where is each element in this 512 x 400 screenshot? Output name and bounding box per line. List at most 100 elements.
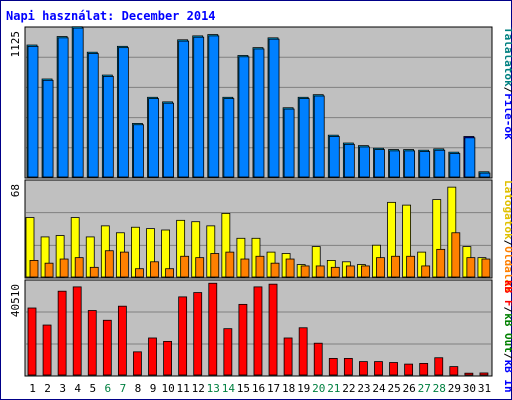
legend-item: Találatok <box>502 27 512 87</box>
bar-middle-oldalak-23 <box>361 265 370 278</box>
bar-top-fileok-13 <box>208 35 220 178</box>
x-tick-label-13: 13 <box>207 382 220 395</box>
x-tick-label-24: 24 <box>372 382 386 395</box>
bar-bottom-kbf-5 <box>87 310 97 376</box>
bar-top-fileok-16 <box>253 48 265 178</box>
x-tick-label-18: 18 <box>282 382 295 395</box>
bar-middle-oldalak-18 <box>285 258 295 278</box>
bar-middle-oldalak-13 <box>210 253 220 278</box>
bar-bottom-kbf-9 <box>148 337 157 376</box>
bar-top-fileok-23 <box>359 146 370 178</box>
bar-middle-oldalak-4 <box>74 257 84 278</box>
bar-middle-oldalak-6 <box>104 250 114 278</box>
legend-item: / <box>502 307 512 314</box>
bar-top-fileok-7 <box>117 47 129 178</box>
legend-item: File-ok <box>502 93 512 140</box>
bar-middle-oldalak-26 <box>406 255 416 278</box>
bar-middle-oldalak-15 <box>240 258 250 278</box>
bar-middle-oldalak-29 <box>451 232 461 278</box>
bar-top-fileok-22 <box>343 143 355 178</box>
bar-bottom-kbf-14 <box>223 328 233 376</box>
x-tick-label-8: 8 <box>135 382 142 395</box>
x-tick-label-14: 14 <box>222 382 236 395</box>
bar-middle-oldalak-27 <box>421 265 431 278</box>
chart-title: Napi használat: December 2014 <box>6 9 216 23</box>
bar-bottom-kbf-10 <box>163 340 172 376</box>
x-tick-label-22: 22 <box>342 382 355 395</box>
bar-top-fileok-4 <box>72 27 84 178</box>
bar-top-fileok-14 <box>223 98 235 178</box>
y-axis-max-label: 40510 <box>9 284 22 317</box>
bar-middle-oldalak-12 <box>195 257 205 278</box>
x-tick-label-25: 25 <box>387 382 400 395</box>
bar-middle-oldalak-21 <box>330 266 340 278</box>
x-tick-label-17: 17 <box>267 382 280 395</box>
bar-bottom-kbf-12 <box>193 292 203 376</box>
bar-top-fileok-15 <box>238 56 250 178</box>
legend-item: / <box>502 240 512 247</box>
bar-middle-oldalak-16 <box>255 255 265 278</box>
x-tick-label-29: 29 <box>448 382 461 395</box>
bar-bottom-kbf-8 <box>133 351 142 376</box>
bar-bottom-kbf-3 <box>57 290 67 376</box>
bar-top-fileok-19 <box>298 98 310 178</box>
bar-top-fileok-29 <box>449 153 461 178</box>
bar-top-fileok-3 <box>57 37 69 178</box>
x-tick-label-16: 16 <box>252 382 265 395</box>
bar-top-fileok-17 <box>268 38 280 178</box>
bar-middle-oldalak-3 <box>59 258 69 278</box>
bar-top-fileok-8 <box>133 124 144 178</box>
bar-bottom-kbf-30 <box>464 372 474 376</box>
y-axis-max-label: 1125 <box>9 31 22 58</box>
panel-middle: 68 Látogatók/Oldalak <box>9 179 512 293</box>
bar-middle-oldalak-1 <box>29 260 39 278</box>
legend-item: / <box>502 87 512 94</box>
bar-middle-oldalak-31 <box>481 258 491 278</box>
bar-top-fileok-20 <box>313 95 325 178</box>
bar-bottom-kbf-22 <box>343 358 353 376</box>
bar-bottom-kbf-26 <box>404 363 414 376</box>
x-tick-label-12: 12 <box>192 382 205 395</box>
bar-middle-oldalak-10 <box>165 268 174 278</box>
bar-middle-oldalak-8 <box>135 268 144 278</box>
bar-top-fileok-18 <box>283 108 295 178</box>
x-tick-label-2: 2 <box>44 382 51 395</box>
bar-middle-oldalak-9 <box>150 261 159 278</box>
bar-bottom-kbf-31 <box>479 372 489 376</box>
bar-middle-oldalak-14 <box>225 251 235 278</box>
bar-middle-oldalak-11 <box>180 255 190 278</box>
bar-bottom-kbf-25 <box>389 362 398 376</box>
bar-top-fileok-31 <box>479 172 491 178</box>
x-tick-label-3: 3 <box>59 382 66 395</box>
legend-middle: Látogatók/Oldalak <box>502 180 512 293</box>
bar-top-fileok-21 <box>328 136 340 178</box>
x-tick-label-21: 21 <box>327 382 340 395</box>
legend-item: kB In <box>502 360 512 393</box>
legend-item: / <box>502 353 512 360</box>
bar-top-fileok-1 <box>27 45 39 178</box>
bar-bottom-kbf-21 <box>328 358 338 376</box>
x-tick-label-7: 7 <box>120 382 127 395</box>
x-tick-label-15: 15 <box>237 382 250 395</box>
bar-top-fileok-2 <box>42 79 54 178</box>
x-tick-label-19: 19 <box>297 382 310 395</box>
bar-bottom-kbf-6 <box>102 319 112 376</box>
bar-bottom-kbf-20 <box>313 342 323 376</box>
bar-bottom-kbf-23 <box>359 361 368 376</box>
x-tick-label-27: 27 <box>418 382 431 395</box>
bar-middle-oldalak-19 <box>300 265 310 278</box>
bar-middle-oldalak-24 <box>376 257 385 278</box>
bar-middle-oldalak-22 <box>345 265 355 278</box>
bar-bottom-kbf-4 <box>72 286 82 376</box>
bar-top-fileok-6 <box>102 75 114 178</box>
bar-bottom-kbf-1 <box>27 307 37 376</box>
bar-top-fileok-30 <box>464 137 476 178</box>
x-tick-label-5: 5 <box>89 382 96 395</box>
bar-bottom-kbf-18 <box>283 337 293 376</box>
bar-middle-oldalak-28 <box>436 248 446 278</box>
y-axis-max-label: 68 <box>9 184 22 197</box>
bar-top-fileok-27 <box>419 151 431 178</box>
x-tick-label-9: 9 <box>150 382 157 395</box>
bar-top-fileok-28 <box>434 149 446 178</box>
bar-middle-oldalak-7 <box>119 251 129 278</box>
